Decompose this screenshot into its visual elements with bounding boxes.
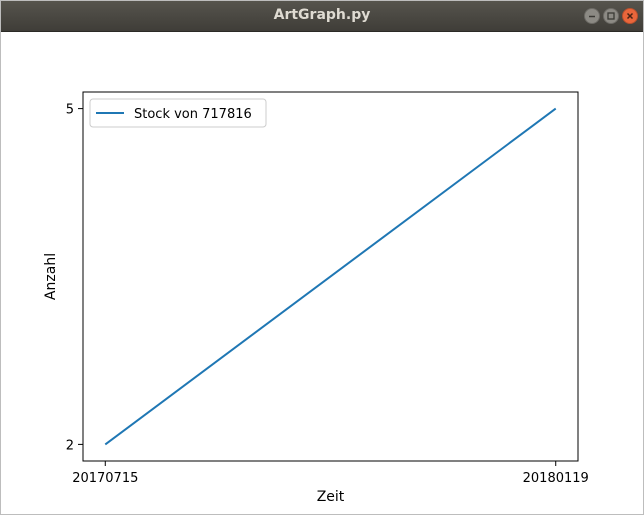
close-icon — [626, 12, 634, 20]
minimize-button[interactable] — [584, 8, 600, 24]
tick-group: 20170715 20180119 2 5 — [66, 103, 589, 486]
x-tick-label: 20170715 — [72, 471, 138, 486]
y-tick-label: 5 — [66, 103, 74, 118]
legend: Stock von 717816 — [89, 98, 267, 128]
legend-label: Stock von 717816 — [134, 107, 252, 122]
x-axis-label: Zeit — [317, 489, 345, 505]
x-tick-label: 20180119 — [523, 471, 589, 486]
minimize-icon — [589, 15, 595, 18]
legend-box — [89, 98, 267, 128]
series-line — [104, 107, 557, 446]
series-lines — [104, 107, 557, 446]
plot-canvas: 20170715 20180119 2 5 Stock von 717816 Zeit… — [1, 32, 643, 514]
close-button[interactable] — [622, 8, 638, 24]
maximize-icon — [607, 12, 615, 20]
axes-frame — [82, 91, 579, 462]
y-tick-label: 2 — [66, 438, 74, 453]
title-bar[interactable]: ArtGraph.py — [1, 1, 643, 32]
line-chart: 20170715 20180119 2 5 Stock von 717816 Zeit… — [43, 91, 589, 505]
maximize-button[interactable] — [603, 8, 619, 24]
window-title: ArtGraph.py — [273, 7, 371, 23]
y-axis-label: Anzahl — [43, 253, 59, 300]
